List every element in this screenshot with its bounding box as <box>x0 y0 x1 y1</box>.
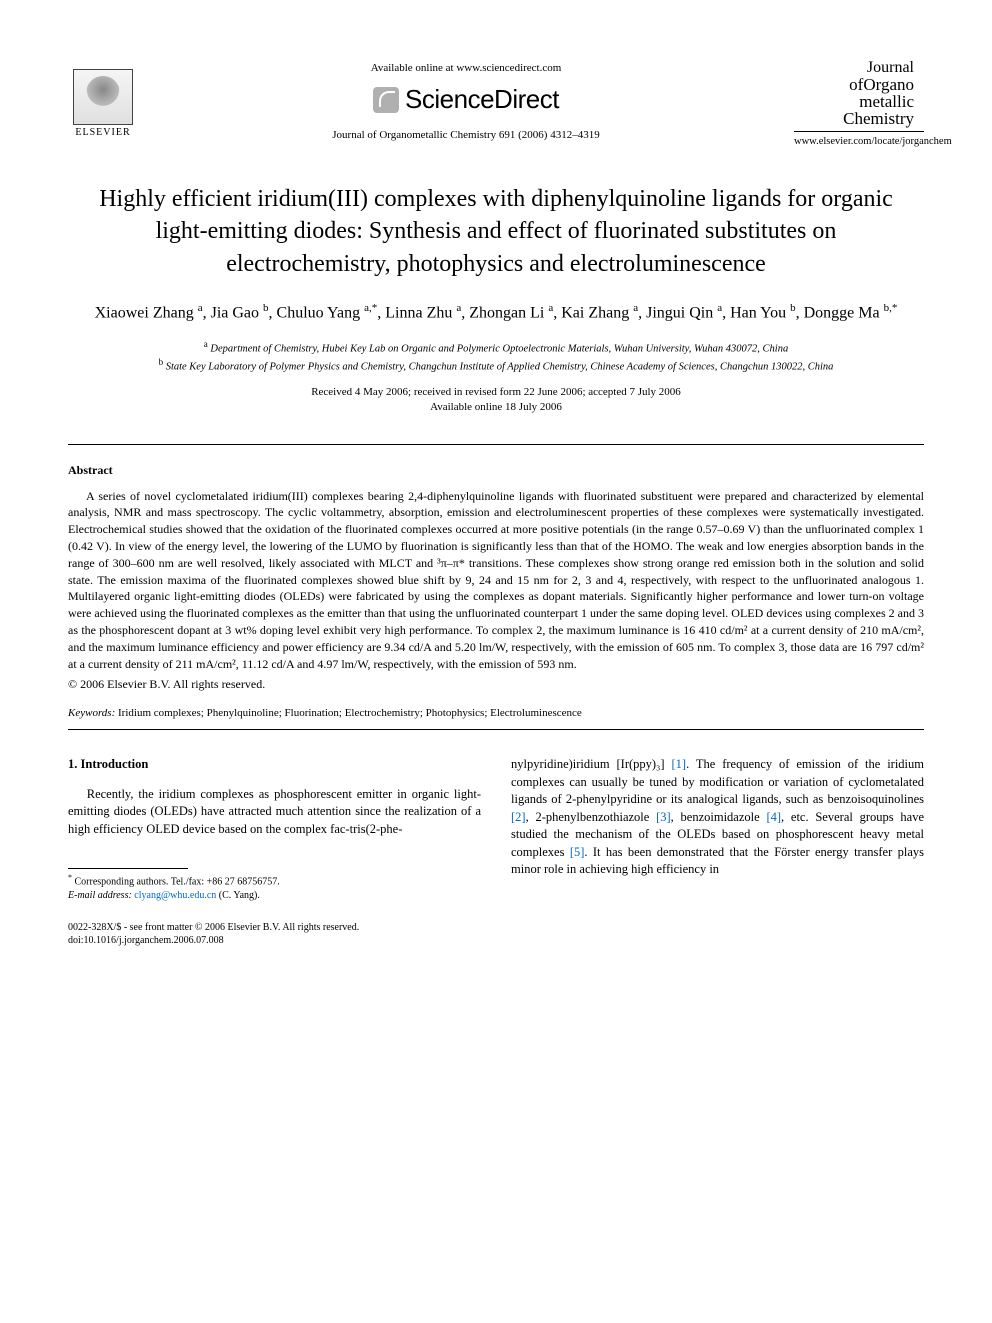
affiliation-text: Department of Chemistry, Hubei Key Lab o… <box>210 343 788 354</box>
keywords-label: Keywords: <box>68 707 115 719</box>
locate-url: www.elsevier.com/locate/jorganchem <box>794 136 924 147</box>
available-online-text: Available online at www.sciencedirect.co… <box>138 62 794 74</box>
journal-header: ELSEVIER Available online at www.science… <box>68 60 924 147</box>
citation-link[interactable]: [1] <box>671 757 686 771</box>
journal-logo-block: Journal ofOrgano metallic Chemistry www.… <box>794 60 924 147</box>
affiliation-text: State Key Laboratory of Polymer Physics … <box>166 362 834 373</box>
email-who: (C. Yang). <box>219 890 260 901</box>
abstract-bottom-rule <box>68 729 924 730</box>
journal-logo-text: Journal ofOrgano metallic Chemistry <box>794 60 914 127</box>
elsevier-logo: ELSEVIER <box>68 60 138 138</box>
front-matter-line: 0022-328X/$ - see front matter © 2006 El… <box>68 921 924 935</box>
journal-logo-line: ofOrgano <box>794 76 914 93</box>
intro-para-right: nylpyridine)iridium [Ir(ppy)₃] [1]. The … <box>511 756 924 879</box>
footnote-rule <box>68 868 188 869</box>
journal-logo-rule <box>794 131 924 132</box>
journal-citation: Journal of Organometallic Chemistry 691 … <box>138 129 794 141</box>
abstract-body: A series of novel cyclometalated iridium… <box>68 488 924 673</box>
abstract-heading: Abstract <box>68 463 924 478</box>
footer: 0022-328X/$ - see front matter © 2006 El… <box>68 921 924 948</box>
sciencedirect-icon <box>373 87 399 113</box>
affiliation-b: b State Key Laboratory of Polymer Physic… <box>68 356 924 375</box>
intro-heading: 1. Introduction <box>68 756 481 774</box>
citation-link[interactable]: [4] <box>766 810 781 824</box>
sciencedirect-brand: ScienceDirect <box>373 84 559 115</box>
abstract-top-rule <box>68 444 924 445</box>
column-right: nylpyridine)iridium [Ir(ppy)₃] [1]. The … <box>511 756 924 902</box>
citation-link[interactable]: [5] <box>570 845 585 859</box>
intro-para-left: Recently, the iridium complexes as phosp… <box>68 786 481 839</box>
body-columns: 1. Introduction Recently, the iridium co… <box>68 756 924 902</box>
sciencedirect-text: ScienceDirect <box>405 84 559 115</box>
center-header: Available online at www.sciencedirect.co… <box>138 60 794 141</box>
keywords-line: Keywords: Iridium complexes; Phenylquino… <box>68 707 924 719</box>
article-title: Highly efficient iridium(III) complexes … <box>88 183 904 280</box>
journal-logo-line: Chemistry <box>794 110 914 127</box>
elsevier-tree-icon <box>73 69 133 125</box>
journal-logo-line: metallic <box>794 93 914 110</box>
corresponding-text: Corresponding authors. Tel./fax: +86 27 … <box>75 877 280 888</box>
corresponding-note: * Corresponding authors. Tel./fax: +86 2… <box>68 873 481 889</box>
email-note: E-mail address: clyang@whu.edu.cn (C. Ya… <box>68 889 481 903</box>
citation-link[interactable]: [3] <box>656 810 671 824</box>
online-date: Available online 18 July 2006 <box>68 400 924 415</box>
elsevier-word: ELSEVIER <box>75 127 130 138</box>
article-dates: Received 4 May 2006; received in revised… <box>68 385 924 416</box>
affiliations: a Department of Chemistry, Hubei Key Lab… <box>68 338 924 375</box>
author-list: Xiaowei Zhang a, Jia Gao b, Chuluo Yang … <box>68 300 924 325</box>
citation-link[interactable]: [2] <box>511 810 526 824</box>
doi-line: doi:10.1016/j.jorganchem.2006.07.008 <box>68 934 924 948</box>
abstract-copyright: © 2006 Elsevier B.V. All rights reserved… <box>68 676 924 693</box>
footnotes: * Corresponding authors. Tel./fax: +86 2… <box>68 873 481 902</box>
affiliation-a: a Department of Chemistry, Hubei Key Lab… <box>68 338 924 357</box>
column-left: 1. Introduction Recently, the iridium co… <box>68 756 481 902</box>
email-label: E-mail address: <box>68 890 132 901</box>
email-link[interactable]: clyang@whu.edu.cn <box>134 890 216 901</box>
received-date: Received 4 May 2006; received in revised… <box>68 385 924 400</box>
journal-logo-line: Journal <box>794 60 914 76</box>
keywords-list: Iridium complexes; Phenylquinoline; Fluo… <box>118 707 582 719</box>
